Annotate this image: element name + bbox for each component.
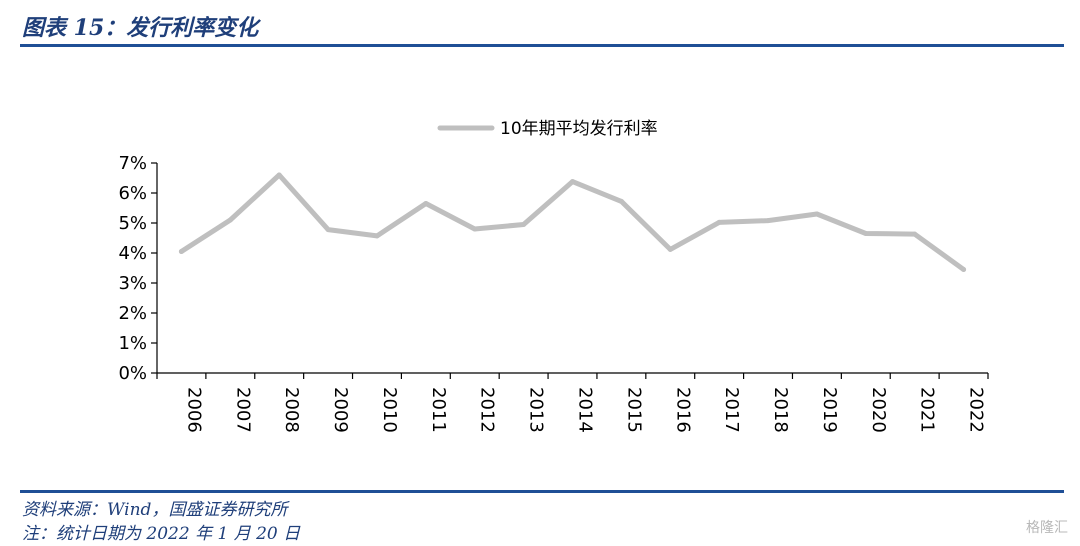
x-tick-label: 2011: [428, 387, 449, 433]
data-point: [472, 226, 478, 232]
data-point: [765, 218, 771, 224]
x-tick-label: 2021: [917, 387, 938, 433]
legend: 10年期平均发行利率: [437, 119, 658, 139]
y-tick-label: 7%: [118, 153, 147, 174]
y-tick-label: 0%: [118, 363, 147, 384]
data-point: [276, 172, 282, 178]
x-tick-label: 2015: [623, 387, 644, 433]
x-tick-label: 2008: [281, 387, 302, 433]
header-divider: [20, 44, 1064, 47]
x-tick-label: 2006: [183, 387, 204, 433]
series-line: [178, 172, 967, 272]
data-point: [863, 231, 869, 236]
data-point: [374, 233, 380, 239]
data-point: [423, 201, 429, 206]
axes: [156, 163, 988, 374]
source-note: 资料来源：Wind，国盛证券研究所: [22, 500, 288, 520]
data-point: [814, 211, 820, 217]
x-tick-label: 2009: [330, 387, 351, 433]
x-tick-label: 2020: [868, 387, 889, 433]
x-tick-label: 2010: [379, 387, 400, 433]
data-point: [667, 246, 673, 252]
data-point: [961, 267, 967, 272]
data-point: [325, 227, 331, 233]
footer-divider: [20, 490, 1064, 493]
y-tick-label: 3%: [118, 273, 147, 294]
x-tick-label: 2014: [575, 387, 596, 433]
x-tick-label: 2007: [232, 387, 253, 433]
y-tick-label: 6%: [118, 183, 147, 204]
y-tick-label: 4%: [118, 243, 147, 264]
y-tick-label: 2%: [118, 303, 147, 324]
data-point: [227, 217, 233, 223]
chart-header-title: 图表 15：发行利率变化: [22, 15, 259, 41]
x-tick-label: 2012: [477, 387, 498, 433]
date-note: 注：统计日期为 2022 年 1 月 20 日: [22, 524, 301, 544]
x-tick-label: 2019: [819, 387, 840, 433]
legend-label: 10年期平均发行利率: [500, 119, 658, 139]
watermark: 格隆汇: [1026, 520, 1068, 536]
x-tick-label: 2017: [721, 387, 742, 433]
data-point: [178, 249, 184, 254]
data-point: [521, 222, 527, 227]
data-point: [716, 219, 722, 225]
x-tick-label: 2016: [672, 387, 693, 433]
x-tick-label: 2018: [770, 387, 791, 433]
series-layer: [178, 172, 967, 272]
x-tick-label: 2022: [966, 387, 987, 433]
data-point: [570, 179, 575, 185]
y-axis-ticks: 0% 1% 2% 3% 4% 5% 6% 7%: [118, 153, 157, 384]
data-point: [618, 198, 624, 204]
x-tick-label: 2013: [526, 387, 547, 433]
y-tick-label: 5%: [118, 213, 147, 234]
data-point: [912, 231, 918, 237]
x-axis-ticks: 2006 2007 2008 2009 2010 2011 2012 2013 2014 2015…: [156, 373, 989, 433]
y-tick-label: 1%: [118, 333, 147, 354]
